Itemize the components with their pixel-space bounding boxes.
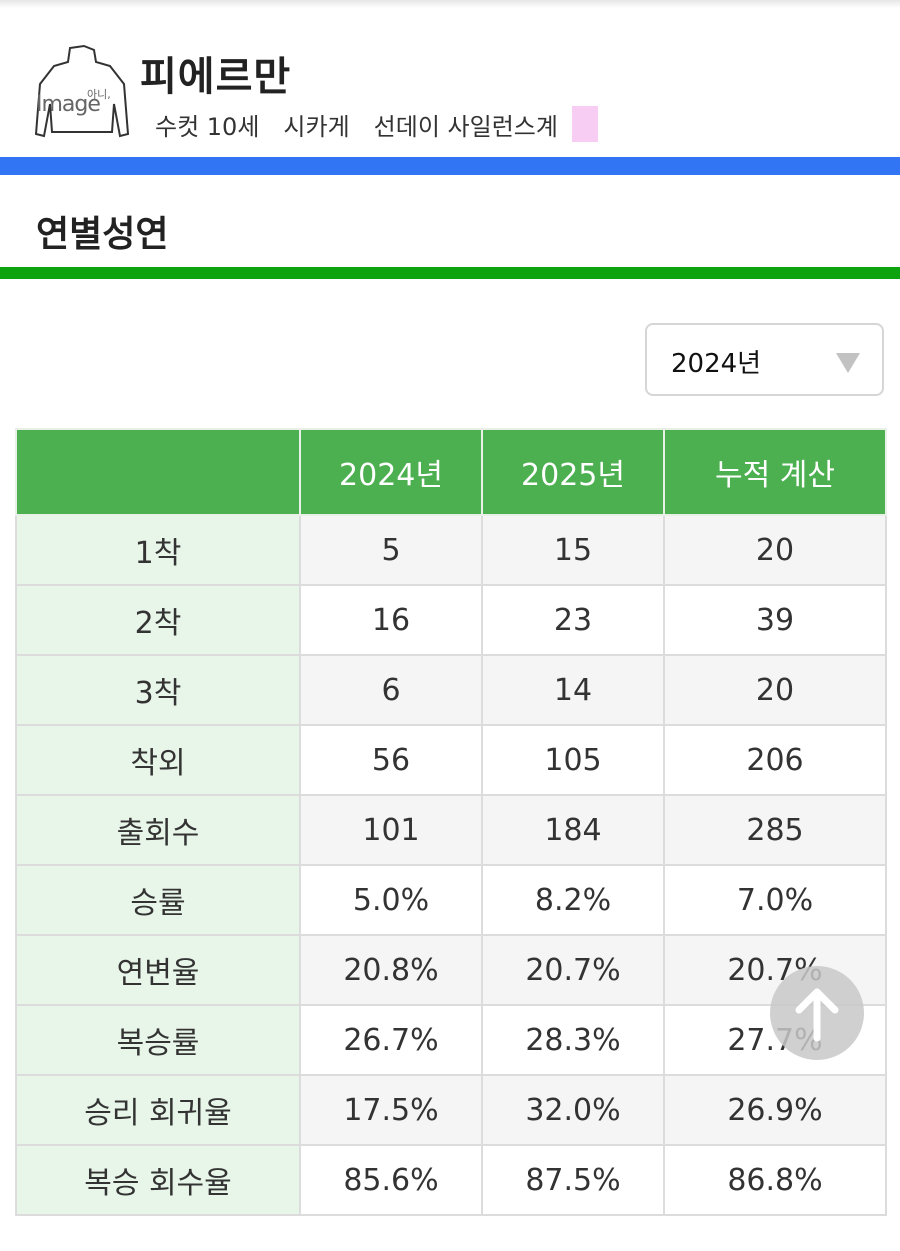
year-select-value: 2024년 <box>671 349 762 379</box>
table-cell: 206 <box>663 724 887 796</box>
row-label: 착외 <box>15 724 301 796</box>
table-cell: 8.2% <box>481 864 665 936</box>
section-title: 연별성연 <box>36 214 169 255</box>
row-label: 출회수 <box>15 794 301 866</box>
table-cell: 20.7% <box>481 934 665 1006</box>
table-cell: 285 <box>663 794 887 866</box>
table-row: 승리 회귀율 17.5% 32.0% 26.9% <box>15 1074 887 1146</box>
table-cell: 26.7% <box>299 1004 483 1076</box>
table-cell: 5 <box>299 514 483 586</box>
table-cell: 32.0% <box>481 1074 665 1146</box>
horse-trainer: 시카게 <box>283 112 350 141</box>
row-label: 3착 <box>15 654 301 726</box>
table-cell: 39 <box>663 584 887 656</box>
row-label: 복승률 <box>15 1004 301 1076</box>
blue-divider <box>0 157 900 175</box>
table-cell: 15 <box>481 514 665 586</box>
jockey-silks-image: 아니, <box>32 44 132 140</box>
row-label: 승률 <box>15 864 301 936</box>
year-select[interactable]: 2024년 <box>645 323 884 396</box>
horse-sex-age: 수컷 10세 <box>155 112 260 141</box>
table-cell: 7.0% <box>663 864 887 936</box>
row-label: 2착 <box>15 584 301 656</box>
jacket-icon <box>34 44 130 138</box>
header-cell <box>15 428 301 516</box>
yearly-stats-table: 2024년 2025년 누적 계산 1착 5 15 20 2착 16 23 39… <box>15 428 887 1216</box>
table-cell: 20 <box>663 654 887 726</box>
table-cell: 26.9% <box>663 1074 887 1146</box>
silks-placeholder-text: Image <box>36 92 101 117</box>
table-cell: 87.5% <box>481 1144 665 1216</box>
horse-sire-line: 선데이 사일런스계 <box>373 112 558 141</box>
table-cell: 14 <box>481 654 665 726</box>
table-row: 연변율 20.8% 20.7% 20.7% <box>15 934 887 1006</box>
table-row: 복승 회수율 85.6% 87.5% 86.8% <box>15 1144 887 1216</box>
table-cell: 56 <box>299 724 483 796</box>
horse-name: 피에르만 <box>140 54 292 100</box>
table-cell: 86.8% <box>663 1144 887 1216</box>
horse-meta: 수컷 10세 시카게 선데이 사일런스계 <box>155 106 598 142</box>
table-row: 1착 5 15 20 <box>15 514 887 586</box>
table-cell: 101 <box>299 794 483 866</box>
top-shadow <box>0 0 900 8</box>
row-label: 승리 회귀율 <box>15 1074 301 1146</box>
table-cell: 17.5% <box>299 1074 483 1146</box>
color-chip <box>571 106 598 142</box>
table-cell: 20 <box>663 514 887 586</box>
table-cell: 5.0% <box>299 864 483 936</box>
table-cell: 184 <box>481 794 665 866</box>
table-row: 복승률 26.7% 28.3% 27.7% <box>15 1004 887 1076</box>
table-row: 2착 16 23 39 <box>15 584 887 656</box>
table-cell: 105 <box>481 724 665 796</box>
table-row: 승률 5.0% 8.2% 7.0% <box>15 864 887 936</box>
horse-profile: 아니, Image 피에르만 수컷 10세 시카게 선데이 사일런스계 <box>0 30 900 155</box>
header-cell: 2024년 <box>299 428 483 516</box>
dropdown-caret-icon <box>836 353 860 373</box>
table-cell: 85.6% <box>299 1144 483 1216</box>
scroll-to-top-button[interactable] <box>770 966 864 1060</box>
table-cell: 6 <box>299 654 483 726</box>
table-cell: 23 <box>481 584 665 656</box>
table-row: 착외 56 105 206 <box>15 724 887 796</box>
table-cell: 16 <box>299 584 483 656</box>
table-row: 출회수 101 184 285 <box>15 794 887 866</box>
header-cell: 2025년 <box>481 428 665 516</box>
green-divider <box>0 267 900 279</box>
row-label: 1착 <box>15 514 301 586</box>
table-header-row: 2024년 2025년 누적 계산 <box>15 428 887 516</box>
row-label: 연변율 <box>15 934 301 1006</box>
header-cell: 누적 계산 <box>663 428 887 516</box>
table-cell: 20.8% <box>299 934 483 1006</box>
table-row: 3착 6 14 20 <box>15 654 887 726</box>
row-label: 복승 회수율 <box>15 1144 301 1216</box>
arrow-up-icon <box>795 988 839 1042</box>
table-cell: 28.3% <box>481 1004 665 1076</box>
silks-subtext: 아니, <box>87 88 111 101</box>
